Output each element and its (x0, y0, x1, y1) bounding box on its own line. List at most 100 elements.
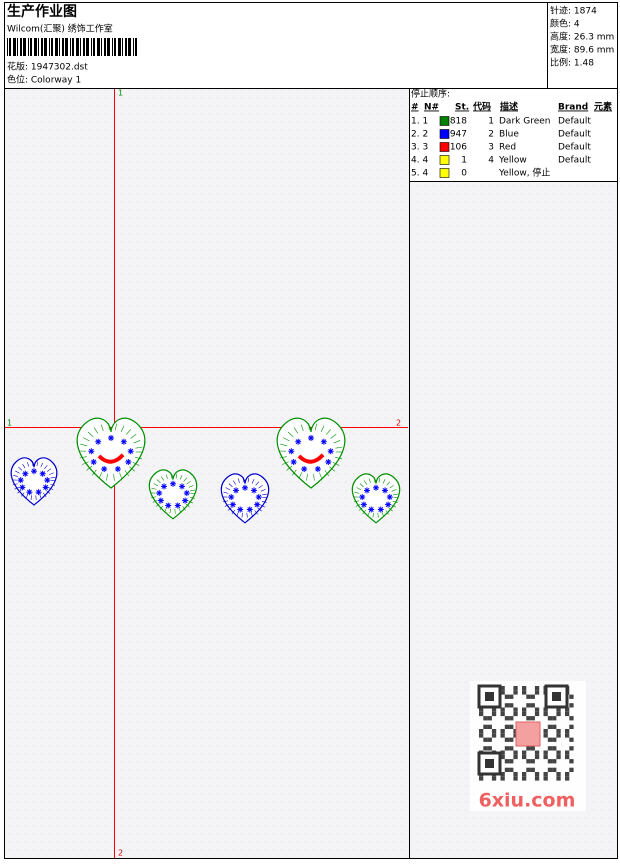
bar (104, 38, 106, 56)
qr-finder (485, 759, 494, 768)
qr-cell (552, 725, 556, 729)
qr-cell (505, 725, 509, 729)
qr-cell (492, 733, 496, 737)
qr-cell (565, 712, 569, 716)
bar (122, 38, 123, 56)
qr-cell (544, 733, 548, 737)
qr-cell (509, 703, 513, 707)
qr-cell (544, 712, 548, 716)
column-header: N# (424, 103, 439, 113)
qr-cell (509, 725, 513, 729)
qr-cell (526, 759, 530, 763)
qr-cell (569, 716, 573, 720)
qr-cell (569, 725, 573, 729)
row-num: 1. 1 (411, 117, 428, 127)
bar (38, 38, 39, 56)
qr-cell (513, 690, 517, 694)
qr-cell (509, 716, 513, 720)
qr-cell (556, 729, 560, 733)
bar (41, 38, 43, 56)
stop-title: 停止顺序: (411, 88, 450, 100)
bar (128, 38, 131, 56)
brand: Default (558, 117, 591, 127)
qr-cell (535, 708, 539, 712)
stitches: 1 (461, 156, 467, 166)
qr-cell (522, 712, 526, 716)
column-header: # (411, 103, 419, 113)
swatch (440, 130, 449, 139)
qr-cell (544, 776, 548, 780)
qr-cell (513, 712, 517, 716)
qr-cell (531, 746, 535, 750)
column-header: St. (455, 103, 469, 113)
bar (80, 38, 81, 56)
bar (97, 38, 100, 56)
qr-cell (548, 738, 552, 742)
qr-cell (479, 733, 483, 737)
qr-finder (485, 692, 494, 701)
bar (23, 38, 26, 56)
qr-cell (565, 776, 569, 780)
qr-cell (492, 712, 496, 716)
marker: 2 (396, 419, 401, 428)
qr-cell (548, 725, 552, 729)
column-header: Brand (558, 103, 588, 113)
company: Wilcom(汇聚) 绣饰工作室 (7, 23, 113, 35)
bar (93, 38, 95, 56)
qr-cell (501, 729, 505, 733)
qr-cell (531, 695, 535, 699)
qr-cell (552, 738, 556, 742)
qr-cell (544, 751, 548, 755)
qr-logo (516, 722, 540, 746)
bar (34, 38, 37, 56)
qr-cell (569, 746, 573, 750)
qr-cell (544, 729, 548, 733)
code: 3 (488, 143, 494, 153)
description: Yellow (498, 156, 527, 166)
qr-cell (548, 768, 552, 772)
bar (107, 38, 110, 56)
code: 2 (488, 130, 494, 140)
description: Dark Green (499, 117, 550, 127)
bar (86, 38, 89, 56)
marker: 2 (118, 849, 123, 858)
qr-cell (526, 695, 530, 699)
column-header: 描述 (500, 101, 518, 113)
bar (65, 38, 68, 56)
qr-cell (505, 716, 509, 720)
bar (51, 38, 53, 56)
qr-cell (505, 746, 509, 750)
bar (112, 38, 113, 56)
bar (44, 38, 47, 56)
stat: 高度: 26.3 mm (550, 31, 614, 43)
qr-cell (483, 725, 487, 729)
qr-cell (569, 703, 573, 707)
qr-cell (501, 776, 505, 780)
qr-cell (492, 729, 496, 733)
qr-cell (513, 686, 517, 690)
marker: 1 (118, 89, 123, 98)
qr-cell (522, 755, 526, 759)
swatch (440, 117, 449, 126)
qr-cell (505, 703, 509, 707)
column-header: 元素 (594, 101, 612, 113)
bar (125, 38, 127, 56)
swatch (440, 169, 449, 178)
qr-cell (535, 776, 539, 780)
qr-cell (522, 690, 526, 694)
qr-cell (544, 755, 548, 759)
qr-cell (565, 733, 569, 737)
qr-cell (501, 733, 505, 737)
qr-cell (522, 776, 526, 780)
bar (72, 38, 74, 56)
description: Red (499, 143, 516, 153)
bar (70, 38, 71, 56)
qr-cell (513, 772, 517, 776)
qr-cell (483, 738, 487, 742)
qr-cell (569, 695, 573, 699)
qr-cell (548, 759, 552, 763)
qr-cell (565, 729, 569, 733)
qr-cell (569, 738, 573, 742)
bar (76, 38, 79, 56)
qr-cell (509, 738, 513, 742)
